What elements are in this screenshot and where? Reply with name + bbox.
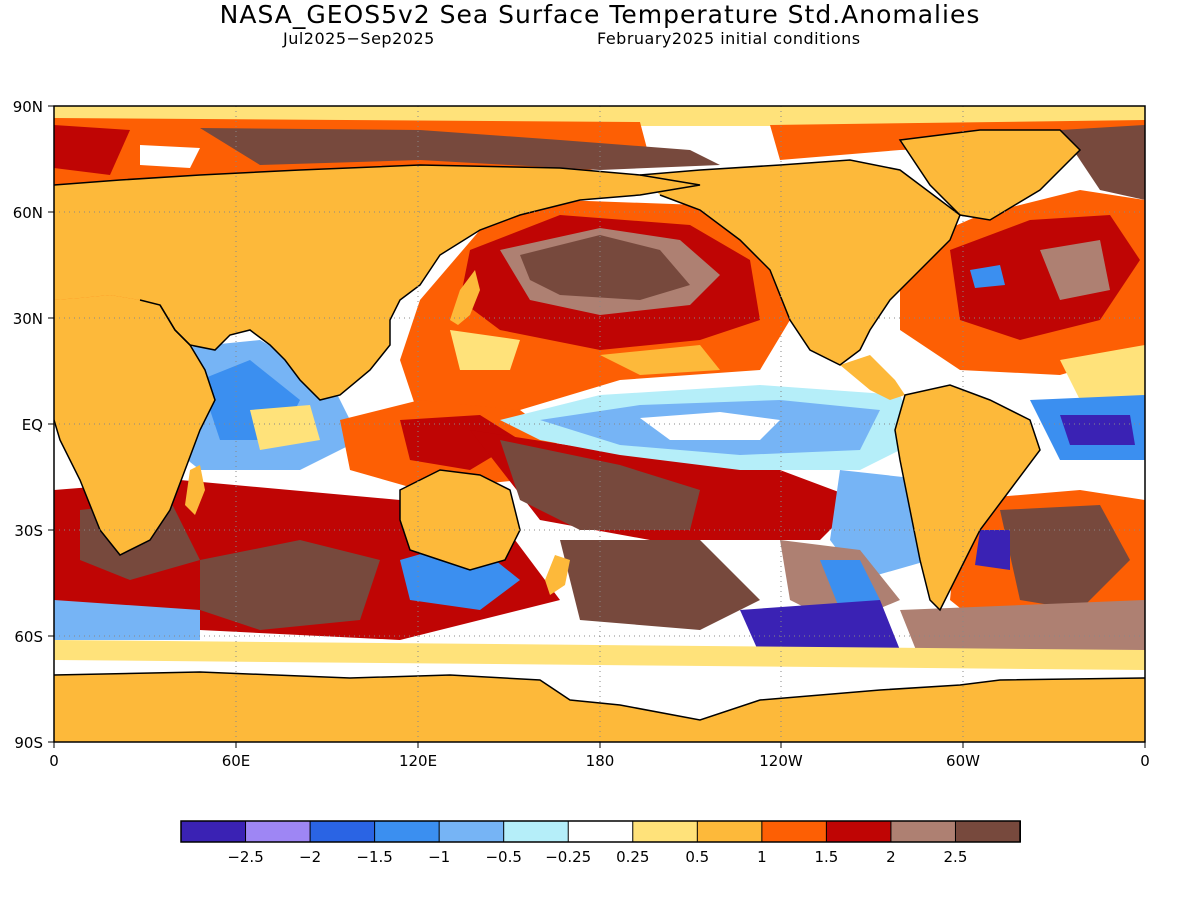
anomaly-patch [820,560,880,610]
coastline-antarctica [54,671,1145,721]
lon-label: 180 [586,752,615,770]
anomaly-patch [140,145,200,168]
legend-frame [180,820,1021,843]
land-antarctica [54,672,1145,742]
lon-label: 120W [759,752,803,770]
coastline-greenland [898,129,1082,221]
lat-label: 60N [13,204,43,222]
lon-label: 120E [399,752,437,770]
coastline-australia [399,469,521,571]
lat-label: 90S [14,734,43,752]
anomaly-patch [200,540,380,630]
lat-label: EQ [22,416,43,434]
anomaly-patch [54,125,130,175]
anomaly-patch [400,415,520,470]
lon-label: 0 [1140,752,1150,770]
legend-swatch [954,820,1022,843]
land-new-zealand [545,555,570,595]
legend-swatch [696,820,763,843]
land-greenland [900,130,1080,220]
legend-label: −0.5 [485,848,521,866]
anomaly-patch [1060,125,1145,200]
legend-label: −1.5 [356,848,392,866]
anomaly-patch [250,405,320,450]
anomaly-patch [1060,345,1145,400]
legend-label: −0.25 [545,848,591,866]
legend-label: 2 [886,848,896,866]
anomaly-patch [740,600,900,655]
anomaly-patch [640,412,780,440]
legend-swatch [761,820,828,843]
legend-label: 1.5 [814,848,838,866]
coastline-north-america [639,159,961,366]
page-title: NASA_GEOS5v2 Sea Surface Temperature Std… [219,0,981,29]
initial-conditions: February2025 initial conditions [597,29,861,48]
legend-swatch [245,820,312,843]
anomaly-patch [54,600,200,640]
anomaly-patch [600,345,720,375]
anomaly-patch [54,640,1145,670]
legend-labels: −2.5 −2 −1.5 −1 −0.5 −0.25 0.25 0.5 1 1.5 2 2.5 [227,848,967,866]
coastlines [54,129,1145,721]
lon-label: 60E [222,752,251,770]
legend-label: 1 [757,848,767,866]
coastline-south-america [894,384,1041,612]
coastline-eurasia [54,164,701,401]
anomaly-patch [1040,240,1110,300]
legend-label: −2 [299,848,321,866]
land-madagascar [185,465,205,515]
legend-swatch [438,820,505,843]
anomaly-patch [975,530,1010,570]
anomaly-patch [1060,415,1135,445]
legend-label: 0.5 [685,848,709,866]
lat-label: 90N [13,98,43,116]
latitude-labels: 90N 60N 30N EQ 30S 60S 90S [13,98,43,752]
anomaly-map [54,106,1145,742]
legend-swatch [632,820,699,843]
legend-swatch [309,820,376,843]
legend-label: −2.5 [227,848,263,866]
anomaly-patch [970,265,1005,288]
anomaly-patch [560,540,760,630]
legend-swatch [890,820,957,843]
anomaly-patch [1000,505,1130,610]
lat-label: 30S [14,522,43,540]
color-legend [180,820,1022,843]
longitude-labels: 0 60E 120E 180 120W 60W 0 [49,752,1150,770]
anomaly-patch [200,128,720,170]
legend-swatch [825,820,892,843]
legend-swatch [180,820,247,843]
graticule [54,106,1145,742]
lat-label: 30N [13,310,43,328]
lon-label: 60W [946,752,980,770]
legend-label: −1 [428,848,450,866]
land-africa [54,295,215,555]
legend-label: 0.25 [616,848,649,866]
anomaly-patch [520,235,690,300]
legend-swatch [503,820,570,843]
legend-swatch [567,820,634,843]
forecast-period: Jul2025−Sep2025 [283,29,435,48]
land-eurasia [54,165,700,400]
legend-label: 2.5 [944,848,968,866]
legend-swatch [374,820,441,843]
land-japan [450,270,480,325]
axis-ticks [48,105,1146,748]
coastline-africa [54,304,216,556]
anomaly-patch [500,440,700,530]
anomaly-patch [450,330,520,370]
land-south-america [895,385,1040,610]
lat-label: 60S [14,628,43,646]
lon-label: 0 [49,752,59,770]
land-central-america [840,355,905,400]
land-australia [400,470,520,570]
anomaly-patch [900,600,1145,660]
